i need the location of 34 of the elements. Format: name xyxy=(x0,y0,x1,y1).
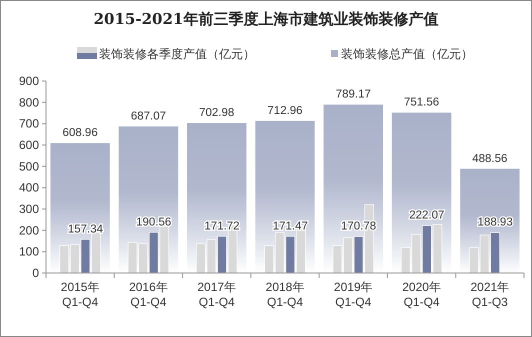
x-tick-label: 2021年 Q1-Q3 xyxy=(470,280,510,309)
data-label: 712.96 xyxy=(267,104,303,117)
data-label: 188.93 xyxy=(478,216,513,229)
y-tick-label: 200 xyxy=(18,223,40,238)
y-tick-label: 300 xyxy=(18,202,40,216)
data-label: 171.72 xyxy=(204,220,240,232)
y-tick-label: 500 xyxy=(18,159,40,174)
x-tick-label: 2015年 Q1-Q4 xyxy=(60,280,100,309)
data-label: 608.96 xyxy=(62,127,98,140)
data-label: 171.47 xyxy=(272,220,308,232)
data-label: 488.56 xyxy=(472,152,508,165)
y-tick-label: 100 xyxy=(18,244,40,259)
y-tick-label: 800 xyxy=(18,95,40,110)
data-label: 222.07 xyxy=(409,210,444,222)
x-tick-label: 2017年 Q1-Q4 xyxy=(197,280,236,309)
data-label: 687.07 xyxy=(130,110,166,122)
data-label: 190.56 xyxy=(136,216,172,228)
data-label: 702.98 xyxy=(199,107,234,120)
x-tick-label: 2018年 Q1-Q4 xyxy=(266,280,304,309)
chart-title: 2015-2021年前三季度上海市建筑业装饰装修产值 xyxy=(94,10,438,28)
y-tick-label: 0 xyxy=(32,266,40,280)
y-tick-label: 900 xyxy=(18,74,40,88)
data-label: 170.78 xyxy=(340,220,376,233)
data-label: 157.34 xyxy=(68,223,104,236)
legend-label: 装饰装修各季度产值（亿元） xyxy=(99,47,255,61)
x-tick-label: 2020年 Q1-Q4 xyxy=(402,280,441,309)
y-tick-label: 400 xyxy=(18,180,40,195)
x-tick-label: 2019年 Q1-Q4 xyxy=(334,280,373,309)
y-tick-label: 600 xyxy=(18,138,40,152)
y-tick-label: 700 xyxy=(18,116,40,131)
legend-label: 装饰装修总产值（亿元） xyxy=(341,47,473,61)
x-tick-label: 2016年 Q1-Q4 xyxy=(129,280,168,309)
data-label: 789.17 xyxy=(336,88,371,101)
data-label: 751.56 xyxy=(404,96,440,109)
